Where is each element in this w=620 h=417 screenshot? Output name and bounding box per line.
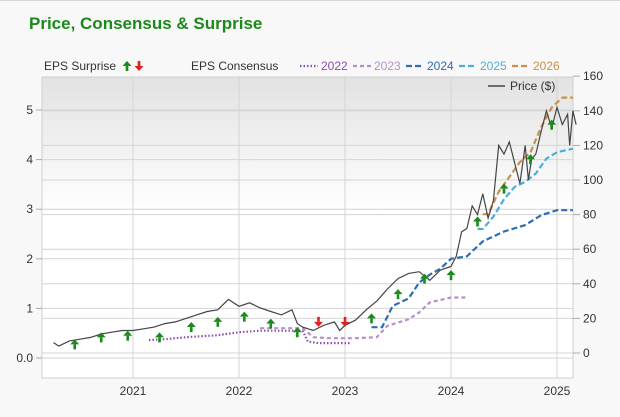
up-arrow-icon	[266, 318, 276, 329]
up-arrow-icon	[446, 270, 456, 281]
legend-year-2026: 2026	[533, 59, 560, 73]
legend-year-2022: 2022	[321, 59, 348, 73]
legend: EPS Surprise EPS Consensus 2022 2023 2024 202…	[44, 59, 560, 93]
consensus-2025	[477, 147, 574, 231]
up-arrow-icon	[239, 311, 249, 322]
x-tick-label: 2023	[332, 384, 359, 398]
up-arrow-icon	[213, 316, 223, 327]
right-tick-label: 140	[583, 104, 603, 118]
x-tick-label: 2021	[120, 384, 147, 398]
legend-eps-surprise: EPS Surprise	[44, 59, 116, 73]
price-series	[53, 105, 577, 347]
plot-area	[41, 76, 574, 379]
consensus-lines	[148, 96, 574, 345]
chart-title: Price, Consensus & Surprise	[29, 14, 263, 33]
consensus-2022	[148, 329, 351, 345]
x-tick-label: 2025	[544, 384, 571, 398]
up-arrow-icon	[499, 183, 509, 194]
consensus-2026	[482, 96, 573, 216]
right-tick-label: 100	[583, 173, 603, 187]
down-arrow-icon	[340, 316, 350, 327]
legend-up-arrow-icon	[122, 61, 132, 71]
up-arrow-icon	[393, 289, 403, 300]
consensus-2024	[371, 209, 573, 329]
right-tick-label: 40	[583, 277, 597, 291]
up-arrow-icon	[473, 216, 482, 227]
gridlines	[42, 77, 573, 378]
right-tick-label: 60	[583, 242, 597, 256]
up-arrow-icon	[526, 154, 535, 165]
right-tick-label: 0	[583, 346, 590, 360]
surprise-arrows	[70, 119, 557, 350]
up-arrow-icon	[292, 327, 302, 338]
up-arrow-icon	[547, 119, 557, 130]
up-arrow-icon	[70, 339, 80, 350]
up-arrow-icon	[96, 332, 106, 343]
legend-down-arrow-icon	[134, 61, 144, 71]
up-arrow-icon	[155, 332, 164, 343]
legend-year-2025: 2025	[480, 59, 507, 73]
left-tick-label: 5	[26, 103, 33, 117]
down-arrow-icon	[314, 316, 323, 327]
axes: 2021 2022 2023 2024 2025 0 20 40 60 80 100 120 140 16…	[16, 69, 603, 398]
left-tick-label: 0.0	[16, 351, 33, 365]
up-arrow-icon	[123, 330, 133, 341]
consensus-2023	[260, 296, 467, 340]
right-tick-label: 20	[583, 311, 597, 325]
left-tick-label: 4	[26, 153, 33, 167]
up-arrow-icon	[420, 273, 429, 284]
x-tick-label: 2022	[226, 384, 253, 398]
legend-year-2023: 2023	[374, 59, 401, 73]
x-tick-label: 2024	[438, 384, 465, 398]
right-tick-label: 120	[583, 138, 603, 152]
top-divider	[0, 0, 620, 1]
right-tick-label: 80	[583, 208, 597, 222]
up-arrow-icon	[367, 313, 376, 324]
left-tick-label: 3	[26, 202, 33, 216]
left-tick-label: 1	[26, 301, 33, 315]
legend-year-2024: 2024	[427, 59, 454, 73]
right-tick-label: 160	[583, 69, 603, 83]
left-tick-label: 2	[26, 252, 33, 266]
price-line	[53, 105, 577, 347]
legend-eps-consensus: EPS Consensus	[191, 59, 278, 73]
legend-price: Price ($)	[510, 79, 555, 93]
up-arrow-icon	[186, 322, 196, 333]
